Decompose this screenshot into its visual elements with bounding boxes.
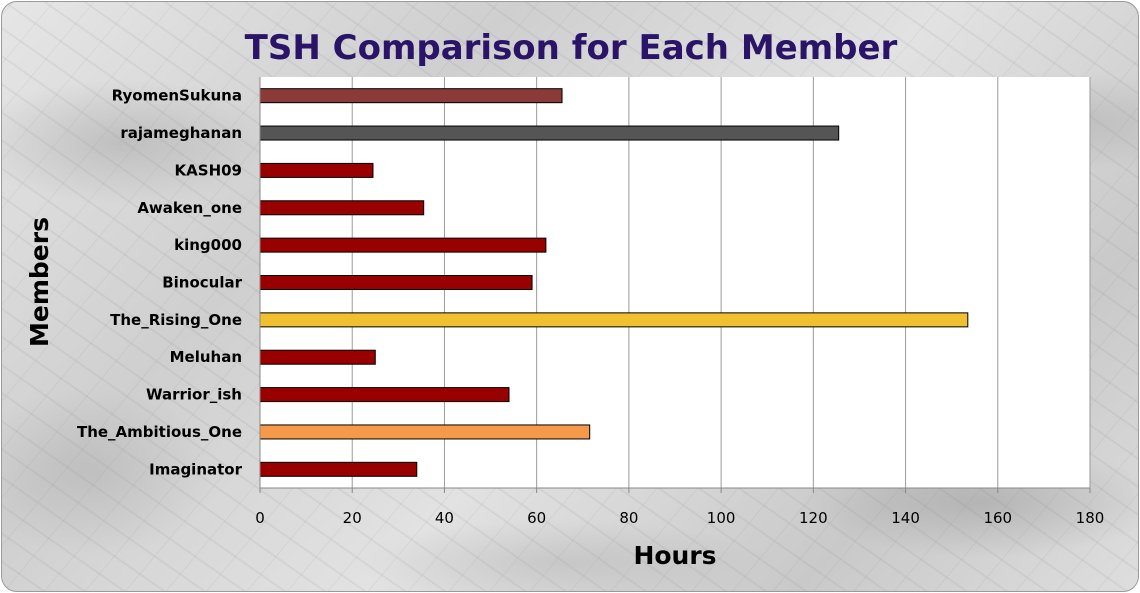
x-tick-label: 140: [891, 509, 920, 527]
x-tick-label: 20: [343, 509, 362, 527]
x-tick-label: 40: [435, 509, 454, 527]
x-tick-label: 120: [799, 509, 828, 527]
bar-rajameghanan: [259, 125, 840, 141]
category-label: king000: [174, 236, 242, 254]
category-label: Warrior_ish: [146, 386, 242, 404]
bar-the-rising-one: [259, 312, 969, 328]
x-tick-label: 100: [707, 509, 736, 527]
bar-king000: [259, 237, 547, 253]
bar-binocular: [259, 275, 533, 290]
bar-warrior-ish: [259, 387, 510, 403]
x-tick-label: 80: [619, 509, 638, 527]
bar-imaginator: [259, 461, 418, 477]
x-tick-label: 160: [983, 509, 1012, 527]
category-label: RyomenSukuna: [112, 87, 242, 105]
bar-ryomensukuna: [259, 88, 563, 104]
category-labels: RyomenSukuna rajameghanan KASH09 Awaken_one…: [77, 87, 243, 479]
x-tick-labels: 0 20 40 60 80 100 120 140 160 180: [255, 488, 1104, 527]
category-label: Binocular: [162, 274, 242, 292]
x-tick-label: 180: [1076, 509, 1105, 527]
category-label: rajameghanan: [120, 124, 242, 142]
category-label: Imaginator: [149, 460, 242, 478]
x-axis-title: Hours: [633, 541, 716, 570]
bar-awaken-one: [259, 200, 425, 216]
x-tick-label: 60: [527, 509, 546, 527]
bar-kash09: [259, 162, 374, 178]
y-axis-title: Members: [25, 217, 54, 347]
bar-meluhan: [259, 349, 376, 365]
category-label: Awaken_one: [137, 199, 242, 217]
chart-title: TSH Comparison for Each Member: [245, 28, 898, 68]
category-label: KASH09: [175, 161, 242, 179]
bar-the-ambitious-one: [259, 424, 591, 440]
category-label: The_Ambitious_One: [77, 423, 242, 441]
category-label: The_Rising_One: [110, 311, 242, 329]
category-label: Meluhan: [170, 348, 242, 366]
x-tick-label: 0: [255, 509, 265, 527]
